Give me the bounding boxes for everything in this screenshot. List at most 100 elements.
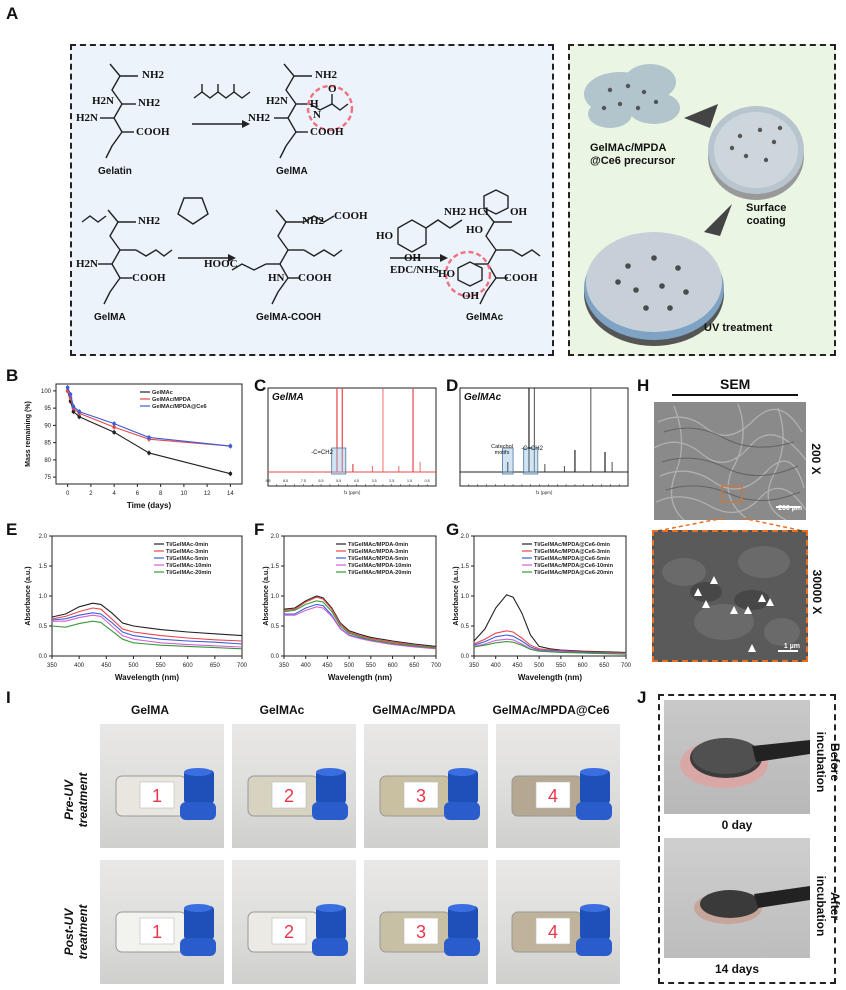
legend-label: Ti/GelMAc/MPDA-3min <box>348 549 409 555</box>
x-tick-label: 4.5 <box>354 479 359 483</box>
vial-cap-base <box>444 938 480 956</box>
chem-label: NH2 HCl <box>444 206 489 218</box>
sem-title-rule <box>672 394 798 396</box>
compound-name: GelMA-COOH <box>256 312 321 323</box>
highlight-circle-methacryl <box>306 84 354 132</box>
y-tick-label: 0.5 <box>461 624 470 630</box>
legend-label: GelMAc/MPDA <box>152 397 191 403</box>
chem-label: OH <box>404 252 422 264</box>
panel-label-h: H <box>637 376 650 395</box>
y-tick-label: 0.5 <box>39 624 48 630</box>
legend-label: Ti/GelMAc/MPDA-10min <box>348 563 412 569</box>
vial-label-sticker <box>535 781 571 809</box>
sem-image-200x: 200 µm <box>654 402 806 520</box>
vial-cap <box>580 770 610 804</box>
chem-label: COOH <box>132 272 166 284</box>
series-line <box>283 596 437 649</box>
vial-photo: 2 <box>232 724 356 848</box>
vial-label-sticker <box>535 917 571 945</box>
legend-label: Ti/GelMAc/MPDA@Ce6-5min <box>534 556 610 562</box>
plot-frame <box>459 387 629 487</box>
sem-title: SEM <box>720 376 751 392</box>
x-tick-label: 450 <box>512 663 523 669</box>
vial-number: 4 <box>548 786 558 806</box>
vial-label-sticker <box>271 781 307 809</box>
y-tick-label: 1.0 <box>39 594 48 600</box>
synthesis-scheme-drawing <box>81 63 541 305</box>
incubation-panel: 0 day 14 days Before incubation After incu… <box>658 694 842 984</box>
vial-cap-top <box>184 904 212 912</box>
vial-label-sticker <box>139 781 175 809</box>
chem-label: H2N <box>76 258 98 270</box>
y-axis-label: Mass remaining (%) <box>25 401 32 467</box>
compound-name: Gelatin <box>98 166 132 177</box>
x-tick-label: 600 <box>578 663 589 669</box>
x-tick-label: 700 <box>621 663 632 669</box>
chart-nmr-gelma: GelMA 9.5 8.5 7.5 6.5 5.5 4.5 3.5 2.5 1.5 0.5 f1 (p… <box>266 387 437 495</box>
series-line <box>51 612 243 645</box>
panel-label-b: B <box>6 366 19 385</box>
legend-label: Ti/GelMAc-10min <box>166 563 212 569</box>
vial-photo-grid: 1 2 3 4 1 2 3 4 <box>100 724 632 986</box>
chart-mass-remaining: 0 2 4 6 8 10 12 14 75 80 85 90 95 100 Time (days) Mass … <box>25 383 243 510</box>
panel-label-e: E <box>6 520 18 539</box>
series-line <box>52 614 243 648</box>
vial-cap-base <box>312 938 348 956</box>
y-axis-label: Absorbance (a.u.) <box>263 566 270 625</box>
vial-label-sticker <box>403 781 439 809</box>
sem-image-30000x: 1 µm <box>652 530 808 662</box>
x-tick-label: 7.5 <box>301 479 306 483</box>
highlight-region <box>523 447 539 475</box>
panel-label-f: F <box>254 520 265 539</box>
y-tick-label: 2.0 <box>461 534 470 540</box>
legend-label: Ti/GelMAc-0min <box>166 542 209 548</box>
x-tick-label: 650 <box>409 663 420 669</box>
vial-number: 1 <box>152 922 162 942</box>
annotation-label: Catechol <box>491 444 513 450</box>
compound-name: GelMA <box>276 166 308 177</box>
vial-number: 3 <box>416 786 426 806</box>
x-tick-label: 0 <box>66 491 70 497</box>
vial-cap <box>448 770 478 804</box>
x-axis-label: Wavelength (nm) <box>328 673 392 682</box>
x-tick-label: 2 <box>89 491 93 497</box>
y-tick-label: 0.0 <box>461 654 470 660</box>
y-tick-label: 95 <box>44 406 51 412</box>
vial-cap-top <box>580 904 608 912</box>
surface-coating-label: Surface coating <box>746 202 787 227</box>
chem-label: HO <box>466 224 484 236</box>
x-tick-label: 550 <box>556 663 567 669</box>
annotation-label: -C=CH2 <box>521 446 544 452</box>
series-line <box>283 600 437 649</box>
y-tick-label: 85 <box>44 441 51 447</box>
x-tick-label: 500 <box>534 663 545 669</box>
chem-label: NH2 <box>142 69 164 81</box>
vial-number: 4 <box>548 922 558 942</box>
col-head-gelmac-mpda: GelMAc/MPDA <box>372 703 456 717</box>
legend-label: Ti/GelMAc/MPDA-20min <box>348 570 412 576</box>
x-tick-label: 500 <box>128 663 139 669</box>
vial-cap-top <box>448 904 476 912</box>
x-tick-label: 14 <box>227 491 234 497</box>
y-tick-label: 1.5 <box>271 564 280 570</box>
chem-label: NH2 <box>248 112 270 124</box>
legend-label: Ti/GelMAc-20min <box>166 570 212 576</box>
highlight-region <box>502 447 514 475</box>
x-tick-label: 700 <box>431 663 442 669</box>
chem-label: COOH <box>310 126 344 138</box>
x-tick-label: 8.5 <box>283 479 288 483</box>
x-tick-label: 500 <box>344 663 355 669</box>
legend-label: GelMAc/MPDA@Ce6 <box>152 404 207 410</box>
panel-label-c: C <box>254 376 267 395</box>
chart-absorbance-gelmac: 350 400 450 500 550 600 650 700 0.0 0.5 1.0 1.5 2.0 W… <box>25 534 248 682</box>
x-tick-label: 400 <box>491 663 502 669</box>
annotation-label: -C=CH2 <box>311 450 334 456</box>
panel-label-d: D <box>446 376 459 395</box>
scale-bar-label: 1 µm <box>783 643 800 650</box>
legend-label: Ti/GelMAc/MPDA@Ce6-0min <box>534 542 610 548</box>
y-tick-label: 0.0 <box>39 654 48 660</box>
vial-number: 2 <box>284 922 294 942</box>
y-tick-label: 1.5 <box>461 564 470 570</box>
chem-label: NH2 <box>315 69 337 81</box>
chem-label: H <box>310 98 319 110</box>
